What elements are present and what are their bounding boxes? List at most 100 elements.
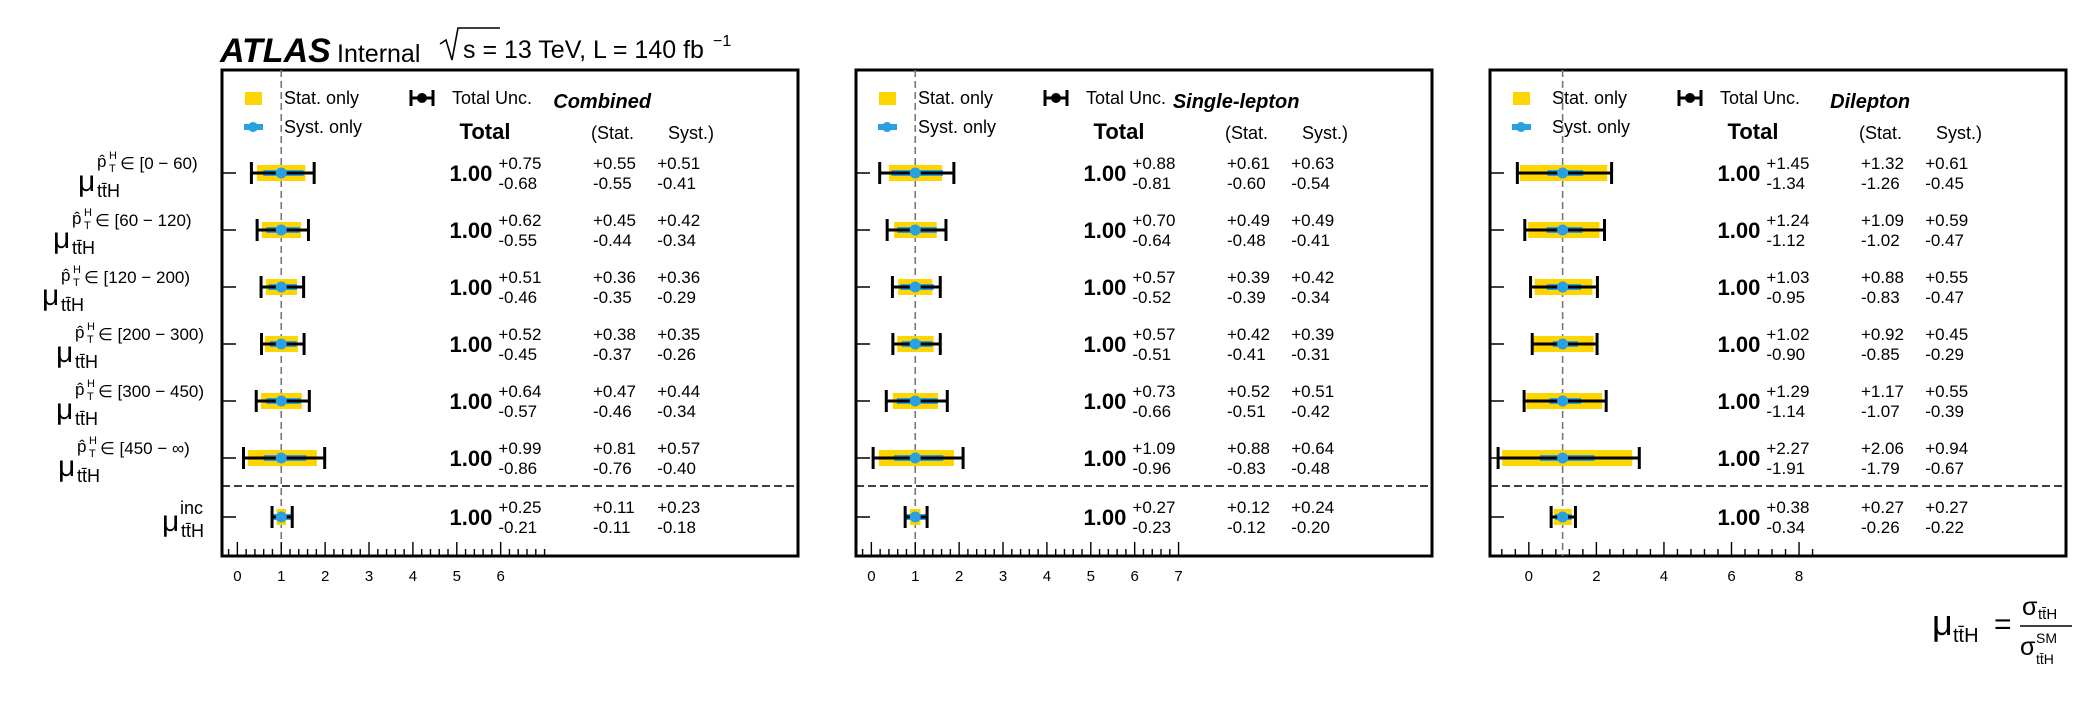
x-tick-label: 8 — [1795, 568, 1803, 585]
central-value: 1.00 — [1084, 332, 1127, 357]
stat-up-value: +0.81 — [593, 439, 636, 458]
stat-up-value: +0.55 — [593, 154, 636, 173]
energy-label: s = 13 TeV, L = 140 fb — [463, 36, 704, 64]
stat-down-value: -0.12 — [1227, 518, 1266, 537]
total-up-value: +1.29 — [1766, 382, 1809, 401]
syst-up-value: +0.27 — [1925, 498, 1968, 517]
row-label: μ tt̄H p̂ TH ∈ [60 − 120) — [53, 207, 192, 258]
row-label: μ tt̄H p̂ TH ∈ [450 − ∞) — [58, 435, 190, 486]
central-value: 1.00 — [1718, 389, 1761, 414]
central-marker — [1557, 511, 1569, 523]
syst-down-value: -0.31 — [1291, 345, 1330, 364]
central-value: 1.00 — [450, 218, 493, 243]
stat-down-value: -0.11 — [593, 518, 631, 537]
stat-down-value: -0.44 — [593, 231, 632, 250]
stat-down-value: -0.83 — [1861, 288, 1900, 307]
legend-total-marker — [1051, 93, 1061, 103]
legend-stat-swatch — [879, 92, 896, 105]
syst-up-value: +0.94 — [1925, 439, 1968, 458]
central-marker — [275, 452, 287, 464]
total-up-value: +1.03 — [1766, 268, 1809, 287]
central-value: 1.00 — [450, 161, 493, 186]
panel-single-lepton: Single-lepton Stat. only Total Unc. Syst. o… — [854, 68, 1434, 585]
total-down-value: -0.52 — [1132, 288, 1171, 307]
stat-down-value: -0.76 — [593, 459, 632, 478]
x-tick-label: 6 — [497, 568, 505, 585]
panel-combined: Combined Stat. only Total Unc. Syst. only To… — [220, 68, 800, 585]
stat-down-value: -1.02 — [1861, 231, 1900, 250]
row-label-sub: tt̄H — [75, 352, 98, 372]
syst-up-value: +0.59 — [1925, 211, 1968, 230]
panel-title: Single-lepton — [1173, 91, 1300, 113]
x-axis-mu: μ — [1932, 602, 1953, 643]
syst-up-value: +0.64 — [1291, 439, 1334, 458]
row-label-pt-T: T — [109, 163, 116, 175]
stat-up-value: +0.52 — [1227, 382, 1270, 401]
syst-up-value: +0.35 — [657, 325, 700, 344]
total-up-value: +0.64 — [498, 382, 541, 401]
central-value: 1.00 — [1718, 275, 1761, 300]
central-value: 1.00 — [1718, 446, 1761, 471]
syst-up-value: +0.51 — [1291, 382, 1334, 401]
total-down-value: -0.57 — [498, 402, 537, 421]
row-label-pt-H: H — [87, 378, 95, 390]
central-marker — [1557, 167, 1569, 179]
panel-frame — [1488, 68, 2068, 558]
syst-down-value: -0.45 — [1925, 174, 1964, 193]
stat-down-value: -0.41 — [1227, 345, 1266, 364]
legend-stat-label: Stat. only — [284, 88, 359, 108]
central-marker — [909, 224, 921, 236]
row-label-range: ∈ [0 − 60) — [120, 154, 198, 173]
stat-up-value: +0.38 — [593, 325, 636, 344]
syst-up-value: +0.45 — [1925, 325, 1968, 344]
legend-syst-marker — [248, 122, 258, 132]
stat-down-value: -1.07 — [1861, 402, 1900, 421]
syst-up-value: +0.55 — [1925, 268, 1968, 287]
total-up-value: +1.09 — [1132, 439, 1175, 458]
legend-stat-label: Stat. only — [918, 88, 993, 108]
stat-up-value: +0.12 — [1227, 498, 1270, 517]
stat-down-value: -0.37 — [593, 345, 632, 364]
row-label-range: ∈ [450 − ∞) — [100, 439, 190, 458]
stat-up-value: +0.47 — [593, 382, 636, 401]
x-tick-label: 5 — [453, 568, 461, 585]
row-label-sub: tt̄H — [61, 295, 84, 315]
stat-up-value: +0.88 — [1861, 268, 1904, 287]
x-tick-label: 5 — [1087, 568, 1095, 585]
row-label-range: ∈ [300 − 450) — [98, 382, 204, 401]
total-up-value: +1.24 — [1766, 211, 1809, 230]
x-tick-label: 3 — [999, 568, 1007, 585]
stat-down-value: -0.48 — [1227, 231, 1266, 250]
syst-down-value: -0.26 — [657, 345, 696, 364]
syst-up-value: +0.55 — [1925, 382, 1968, 401]
panel-title: Dilepton — [1830, 91, 1910, 113]
syst-up-value: +0.61 — [1925, 154, 1968, 173]
central-value: 1.00 — [1084, 446, 1127, 471]
total-up-value: +1.45 — [1766, 154, 1809, 173]
legend-stat-swatch — [1513, 92, 1530, 105]
stat-up-value: +0.11 — [593, 498, 635, 517]
central-marker — [909, 281, 921, 293]
stat-up-value: +0.88 — [1227, 439, 1270, 458]
x-axis-mu-sub: tt̄H — [1953, 625, 1979, 647]
experiment-label: ATLAS — [219, 32, 331, 70]
central-marker — [275, 511, 287, 523]
stat-down-value: -0.60 — [1227, 174, 1266, 193]
row-label-pt: p̂ — [97, 152, 106, 171]
total-down-value: -0.55 — [498, 231, 537, 250]
column-header-total: Total — [1094, 119, 1145, 144]
x-tick-label: 4 — [409, 568, 417, 585]
central-value: 1.00 — [1084, 275, 1127, 300]
column-header-stat: (Stat. — [1225, 123, 1268, 143]
syst-up-value: +0.23 — [657, 498, 700, 517]
syst-down-value: -0.47 — [1925, 231, 1964, 250]
syst-up-value: +0.57 — [657, 439, 700, 458]
stat-up-value: +1.17 — [1861, 382, 1904, 401]
row-label-pt-H: H — [73, 264, 81, 276]
syst-up-value: +0.42 — [1291, 268, 1334, 287]
total-down-value: -0.66 — [1132, 402, 1171, 421]
x-axis-den-sub: tt̄H — [2036, 651, 2054, 667]
syst-up-value: +0.63 — [1291, 154, 1334, 173]
